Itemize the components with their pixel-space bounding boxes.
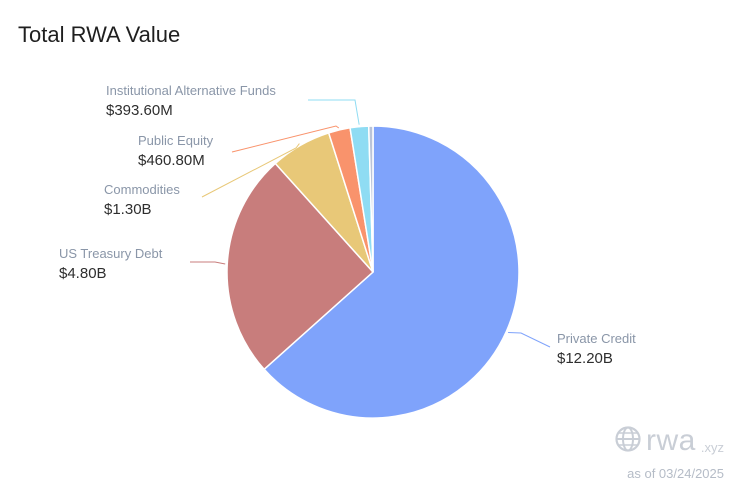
slice-value-us-treasury-debt: $4.80B bbox=[59, 265, 107, 282]
slice-label-commodities: Commodities bbox=[104, 182, 180, 197]
leader-line-private-credit bbox=[508, 331, 551, 348]
slice-label-public-equity: Public Equity bbox=[138, 133, 214, 148]
leader-line-institutional-alternative-funds bbox=[308, 99, 360, 125]
slice-value-public-equity: $460.80M bbox=[138, 152, 205, 169]
watermark: rwa .xyz as of 03/24/2025 bbox=[614, 424, 724, 481]
globe-icon bbox=[614, 425, 642, 458]
watermark-suffix: .xyz bbox=[700, 439, 724, 455]
chart-title: Total RWA Value bbox=[18, 22, 181, 47]
leader-line-us-treasury-debt bbox=[190, 261, 226, 265]
as-of-date: as of 03/24/2025 bbox=[627, 466, 724, 481]
pie-slice-other[interactable] bbox=[367, 125, 374, 273]
leader-line-commodities bbox=[201, 143, 300, 198]
slice-value-private-credit: $12.20B bbox=[557, 350, 613, 367]
slice-label-private-credit: Private Credit bbox=[557, 331, 636, 346]
slice-label-institutional-alternative-funds: Institutional Alternative Funds bbox=[106, 83, 276, 98]
slice-label-us-treasury-debt: US Treasury Debt bbox=[59, 246, 163, 261]
pie-slice-private-credit[interactable] bbox=[263, 125, 520, 419]
leader-line-public-equity bbox=[231, 125, 340, 153]
pie-slice-us-treasury-debt[interactable] bbox=[226, 162, 375, 371]
watermark-brand: rwa bbox=[646, 424, 696, 457]
slice-value-commodities: $1.30B bbox=[104, 201, 152, 218]
slice-value-institutional-alternative-funds: $393.60M bbox=[106, 102, 173, 119]
